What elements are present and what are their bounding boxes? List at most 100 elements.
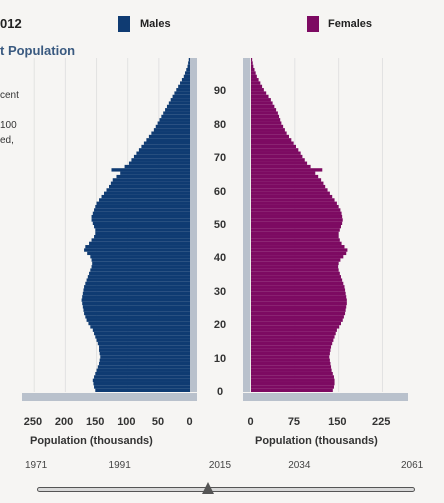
female-bar-age-27 [251,298,347,302]
male-bar-age-3 [92,378,190,382]
male-bar-age-36 [90,268,190,272]
male-bar-age-94 [183,74,190,79]
females-x-tick-label: 150 [328,416,347,428]
male-bar-age-71 [136,151,190,155]
females-axis-spine [243,58,250,392]
timeline-year-label: 1991 [108,460,131,471]
female-bar-age-73 [251,144,296,149]
female-bar-age-0 [251,388,333,392]
female-bar-age-22 [251,315,344,319]
male-bar-age-48 [95,228,190,232]
male-bar-age-26 [82,301,190,306]
female-bar-age-96 [251,68,255,72]
male-bar-age-96 [186,68,190,72]
male-bar-age-18 [92,328,190,332]
male-bar-age-75 [146,138,190,142]
male-bar-age-1 [94,385,190,389]
male-bar-age-23 [84,311,190,316]
male-bar-age-51 [91,218,190,222]
male-bar-age-44 [89,241,190,246]
female-bar-age-25 [251,305,347,309]
female-bar-age-54 [251,208,341,212]
female-bar-age-60 [251,188,328,192]
female-bar-age-77 [251,131,287,135]
female-bar-age-1 [251,385,334,389]
male-bar-age-7 [97,365,190,369]
female-bar-age-82 [251,114,280,119]
female-bar-age-66 [251,168,323,172]
male-bar-age-2 [93,381,190,386]
male-bar-age-16 [95,335,190,339]
male-bar-age-0 [95,388,190,392]
chart-subtitle: t Population [0,43,76,58]
female-bar-age-21 [251,318,343,322]
female-bar-age-39 [251,258,341,262]
male-bar-age-47 [95,231,190,236]
female-bar-age-35 [251,271,340,276]
female-bar-age-67 [251,164,311,169]
male-bar-age-79 [155,124,190,129]
male-bar-age-43 [85,245,190,249]
male-bar-age-90 [176,88,190,92]
male-bar-age-27 [81,298,190,302]
age-label: 90 [213,85,227,98]
age-label: 50 [213,219,227,231]
males-x-tick-label: 150 [86,416,105,428]
female-bar-age-38 [251,261,339,266]
males-x-tick-label: 250 [23,416,43,428]
female-bar-age-86 [251,101,273,105]
male-bar-age-88 [172,94,190,99]
male-bar-age-78 [153,128,190,132]
male-bar-age-68 [128,161,190,165]
description-fragment-3: ed, [0,135,14,146]
female-bar-age-24 [251,308,346,312]
female-bar-age-48 [251,228,340,232]
female-bar-age-83 [251,111,278,115]
females-x-tick-label: 75 [287,416,301,428]
male-bar-age-87 [170,98,190,102]
female-bar-age-90 [251,88,264,92]
female-bar-age-78 [251,128,285,132]
male-bar-age-34 [87,275,190,279]
timeline-slider-handle[interactable] [202,482,214,494]
male-bar-age-10 [100,355,190,359]
male-bar-age-69 [131,158,190,162]
females-x-tick-label: 0 [247,416,254,428]
male-bar-age-38 [92,261,190,266]
male-bar-age-72 [138,148,190,152]
female-bar-age-61 [251,184,326,189]
female-bar-age-51 [251,218,343,222]
female-bar-age-71 [251,151,301,155]
age-label: 60 [213,185,227,198]
female-bar-age-30 [251,288,346,292]
timeline-year-label: 1971 [25,460,48,471]
male-bar-age-74 [143,141,190,145]
male-bar-age-63 [112,178,190,182]
timeline-slider-track[interactable] [37,487,415,492]
male-bar-age-83 [163,111,190,115]
description-fragment-2: 100 [0,120,17,131]
male-bar-age-24 [83,308,190,312]
females-x-tick-label: 225 [371,416,391,428]
males-x-tick-label: 100 [117,416,136,428]
female-bar-age-93 [251,78,259,82]
males-x-tick-label: 50 [151,416,165,428]
male-bar-age-61 [109,184,190,189]
female-bar-age-8 [251,361,331,366]
female-bar-age-43 [251,245,345,249]
female-bar-age-6 [251,368,332,372]
female-bar-age-59 [251,191,330,195]
male-bar-age-17 [94,331,190,336]
females-legend-swatch [307,16,319,32]
male-bar-age-49 [94,225,190,229]
female-bar-age-18 [251,328,337,332]
male-bar-age-45 [91,238,190,242]
female-bar-age-87 [251,98,271,102]
female-bar-age-56 [251,201,337,205]
male-bar-age-99 [188,58,190,62]
female-bar-age-20 [251,321,341,326]
male-bar-age-11 [99,351,190,356]
male-bar-age-98 [188,61,190,65]
male-bar-age-39 [91,258,190,262]
female-bar-age-99 [251,58,253,62]
